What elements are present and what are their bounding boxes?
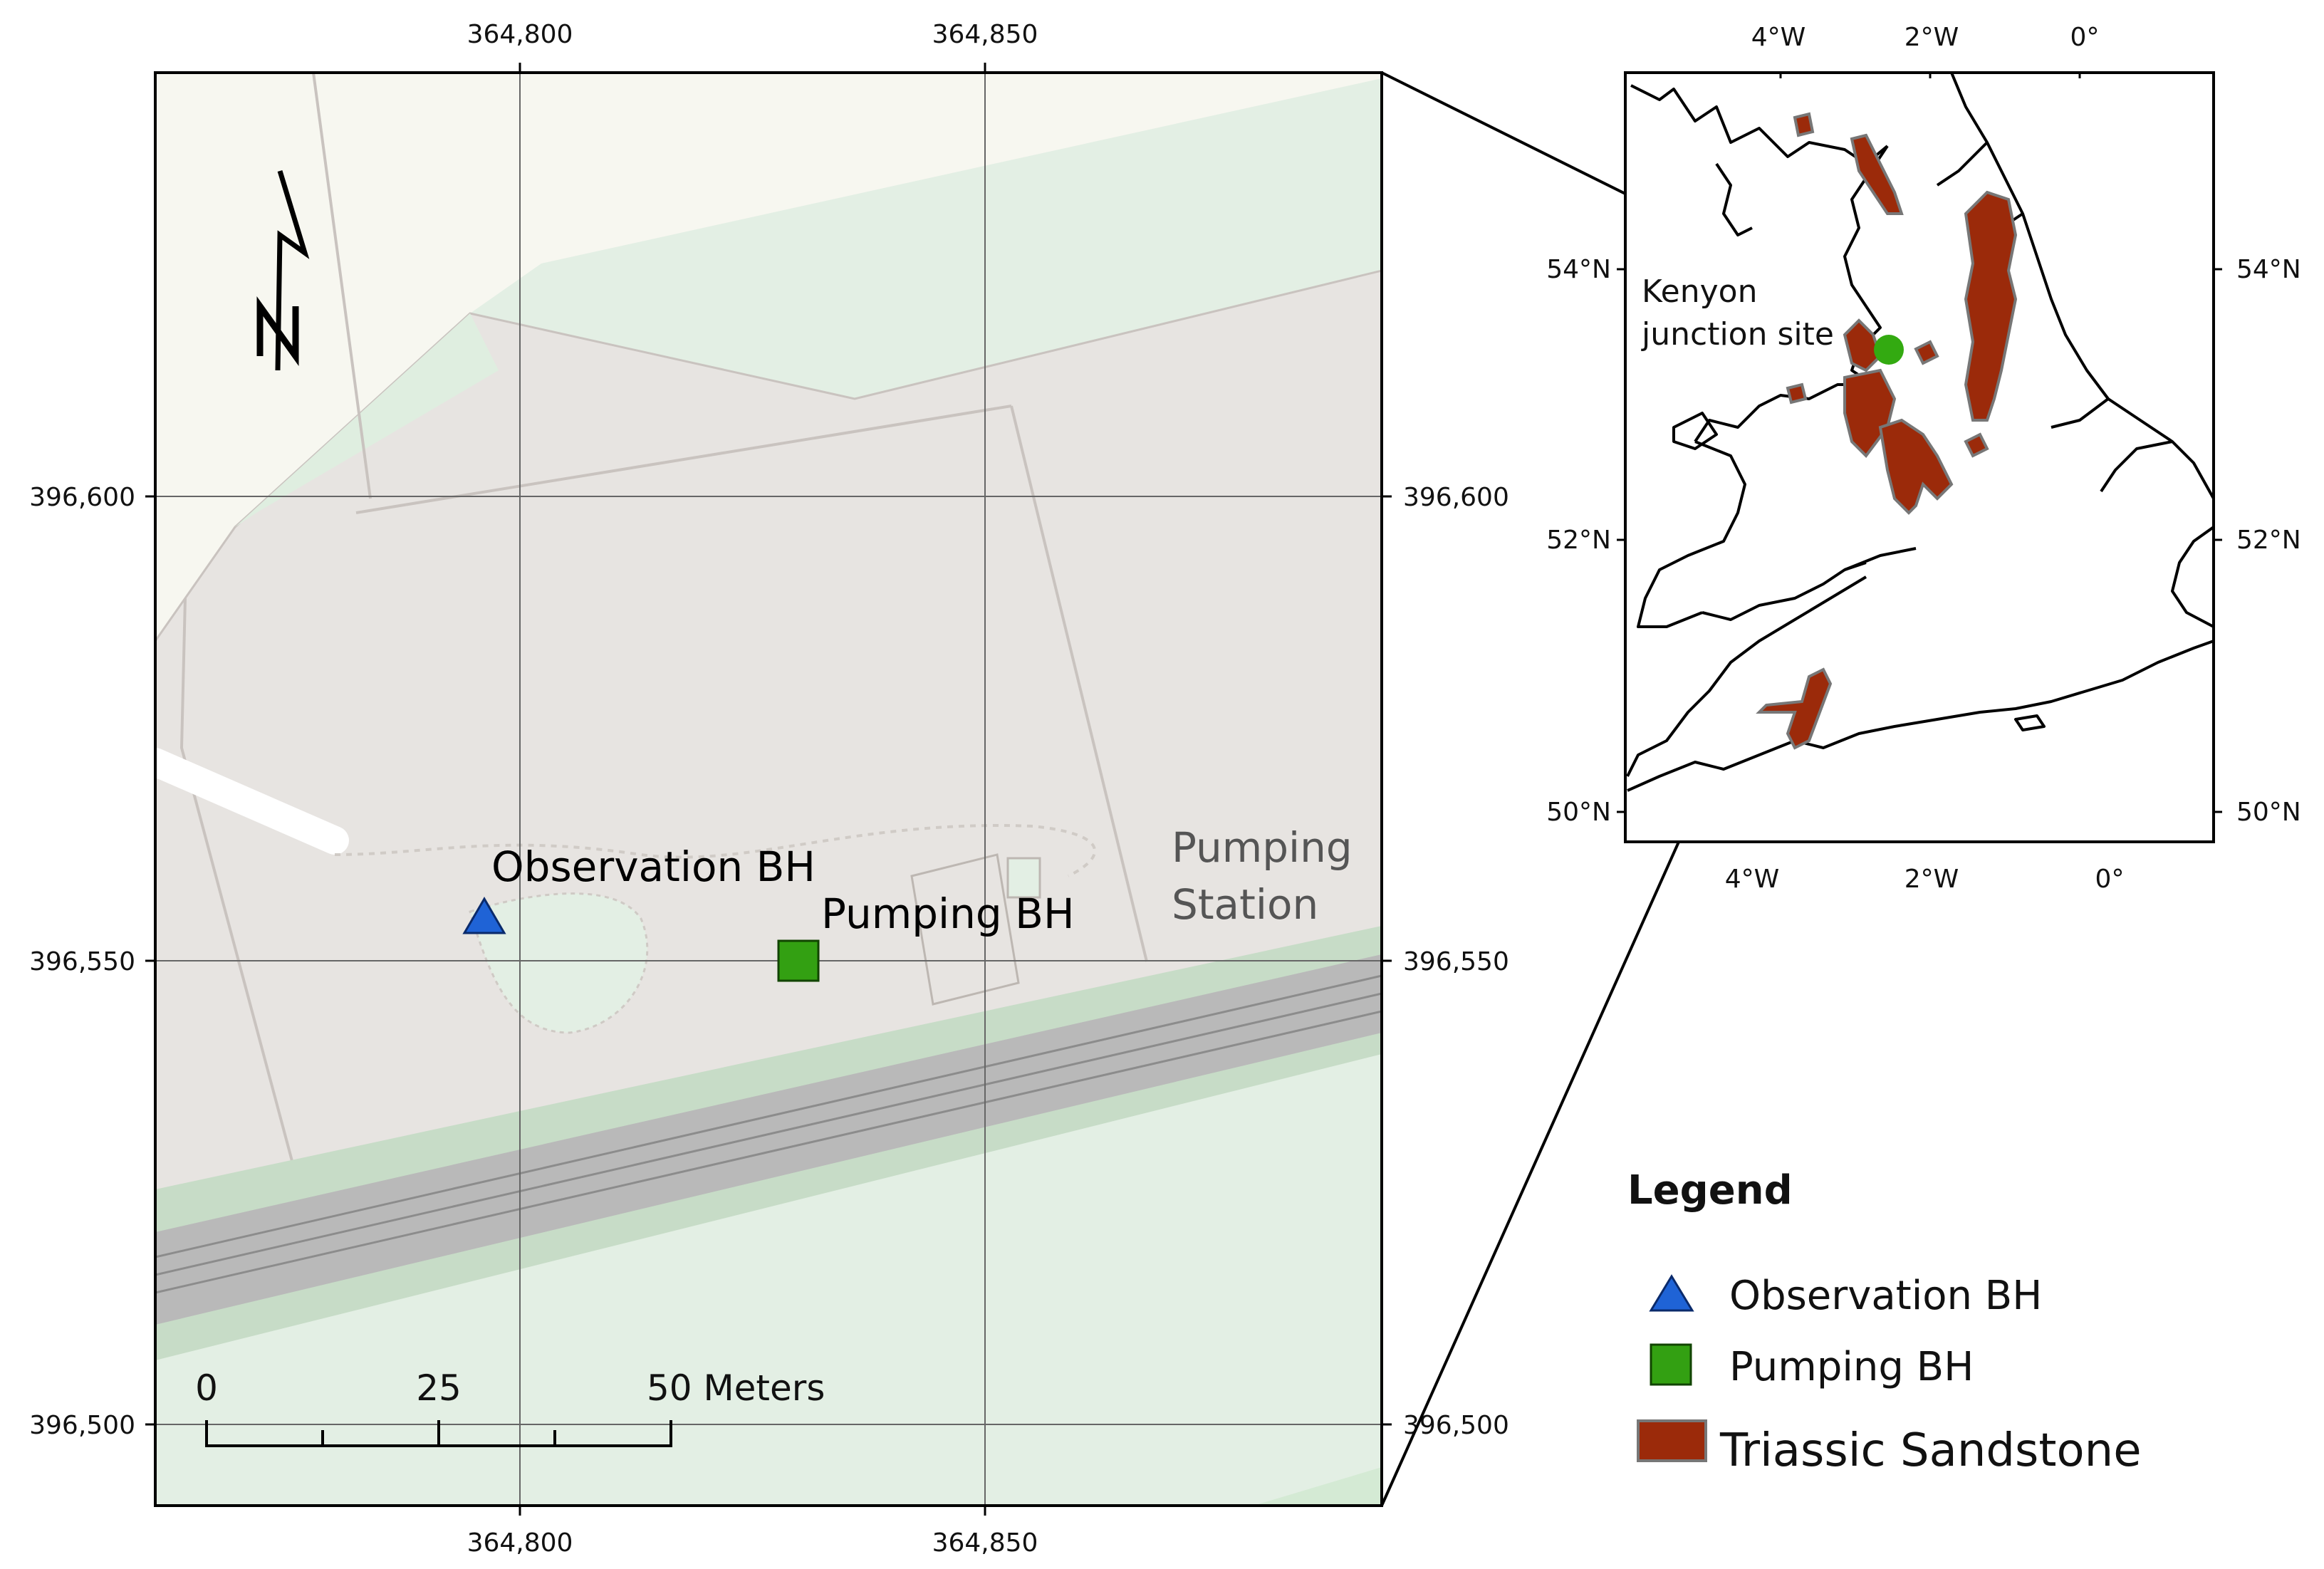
- inset-bottom-tick-label: 0°: [2095, 865, 2125, 894]
- park-corner: [1254, 1467, 1382, 1506]
- inset-left-tick-label: 54°N: [1546, 255, 1611, 284]
- kenyon-site-label: junction site: [1641, 316, 1834, 353]
- road-line-top: [355, 405, 1012, 514]
- inset-top-tick-label: 2°W: [1904, 23, 1959, 52]
- road-line-north: [312, 73, 372, 499]
- scale-label: 50 Meters: [647, 1367, 825, 1409]
- left-tick-label: 396,600: [29, 483, 135, 512]
- kenyon-site-label: Kenyon: [1642, 273, 1757, 310]
- scale-label: 0: [195, 1367, 218, 1409]
- inset-left-tick-label: 52°N: [1546, 526, 1611, 555]
- main-map: [155, 73, 1382, 1506]
- coastline: [1626, 73, 2214, 792]
- bottom-tick-label: 364,800: [467, 1528, 573, 1558]
- pond-area: [469, 892, 649, 1034]
- observation-bh-label: Observation BH: [491, 843, 816, 891]
- inset-right-tick-label: 50°N: [2236, 798, 2301, 827]
- kenyon-site-marker: [1874, 335, 1904, 365]
- scale-bar: 0 25 50 Meters: [195, 1367, 825, 1447]
- legend-item-triassic-sandstone: Triassic Sandstone: [1719, 1424, 2142, 1477]
- triassic-sandstone-areas: [1756, 112, 2018, 750]
- inset-bottom-tick-label: 4°W: [1725, 865, 1780, 894]
- rail-line-3: [155, 1010, 1382, 1294]
- north-arrow: [256, 170, 310, 371]
- inset-right-tick-label: 52°N: [2236, 526, 2301, 555]
- legend-triangle-icon: [1649, 1274, 1694, 1312]
- rail-line-2: [155, 992, 1382, 1276]
- inset-map: [1625, 73, 2214, 842]
- pumping-bh-label: Pumping BH: [821, 890, 1075, 938]
- right-tick-label: 396,550: [1403, 947, 1509, 976]
- pumping-station-label: Station: [1172, 880, 1318, 929]
- dashed-path: [334, 824, 1097, 877]
- inset-bottom-tick-label: 2°W: [1904, 865, 1959, 894]
- scale-label: 25: [416, 1367, 462, 1409]
- legend-title: Legend: [1627, 1167, 1793, 1214]
- inset-map-frame: [1624, 71, 2215, 843]
- legend: Legend Observation BH Pumping BH Triassi…: [1627, 1167, 2142, 1477]
- legend-square-icon: [1650, 1343, 1692, 1386]
- legend-item-pumping-bh: Pumping BH: [1729, 1344, 1974, 1390]
- observation-bh-marker: [462, 897, 506, 934]
- top-tick-label: 364,850: [932, 20, 1038, 49]
- pumping-station-label: Pumping: [1172, 823, 1353, 872]
- road-line-west: [179, 598, 293, 1162]
- main-map-frame: [154, 71, 1383, 1507]
- park-strip-west: [235, 313, 499, 527]
- left-tick-label: 396,500: [29, 1411, 135, 1440]
- legend-rectangle-icon: [1637, 1419, 1707, 1462]
- legend-item-observation-bh: Observation BH: [1729, 1273, 2042, 1319]
- north-arrow-letter-icon: [256, 296, 299, 367]
- road-line-east: [1010, 405, 1148, 962]
- pumping-bh-marker: [777, 939, 820, 982]
- north-arrow-icon: [275, 170, 310, 371]
- inset-top-tick-label: 4°W: [1751, 23, 1806, 52]
- left-tick-label: 396,550: [29, 947, 135, 976]
- main-map-ticks: [145, 63, 1392, 1516]
- inset-right-tick-label: 54°N: [2236, 255, 2301, 284]
- top-tick-label: 364,800: [467, 20, 573, 49]
- inset-top-tick-label: 0°: [2070, 23, 2100, 52]
- bottom-tick-label: 364,850: [932, 1528, 1038, 1558]
- pumping-station-annex: [1006, 857, 1041, 899]
- footpath: [155, 748, 349, 855]
- rail-line-1: [155, 974, 1382, 1258]
- inset-left-tick-label: 50°N: [1546, 798, 1611, 827]
- right-tick-label: 396,600: [1403, 483, 1509, 512]
- inset-outer-ticks: [1617, 268, 2222, 813]
